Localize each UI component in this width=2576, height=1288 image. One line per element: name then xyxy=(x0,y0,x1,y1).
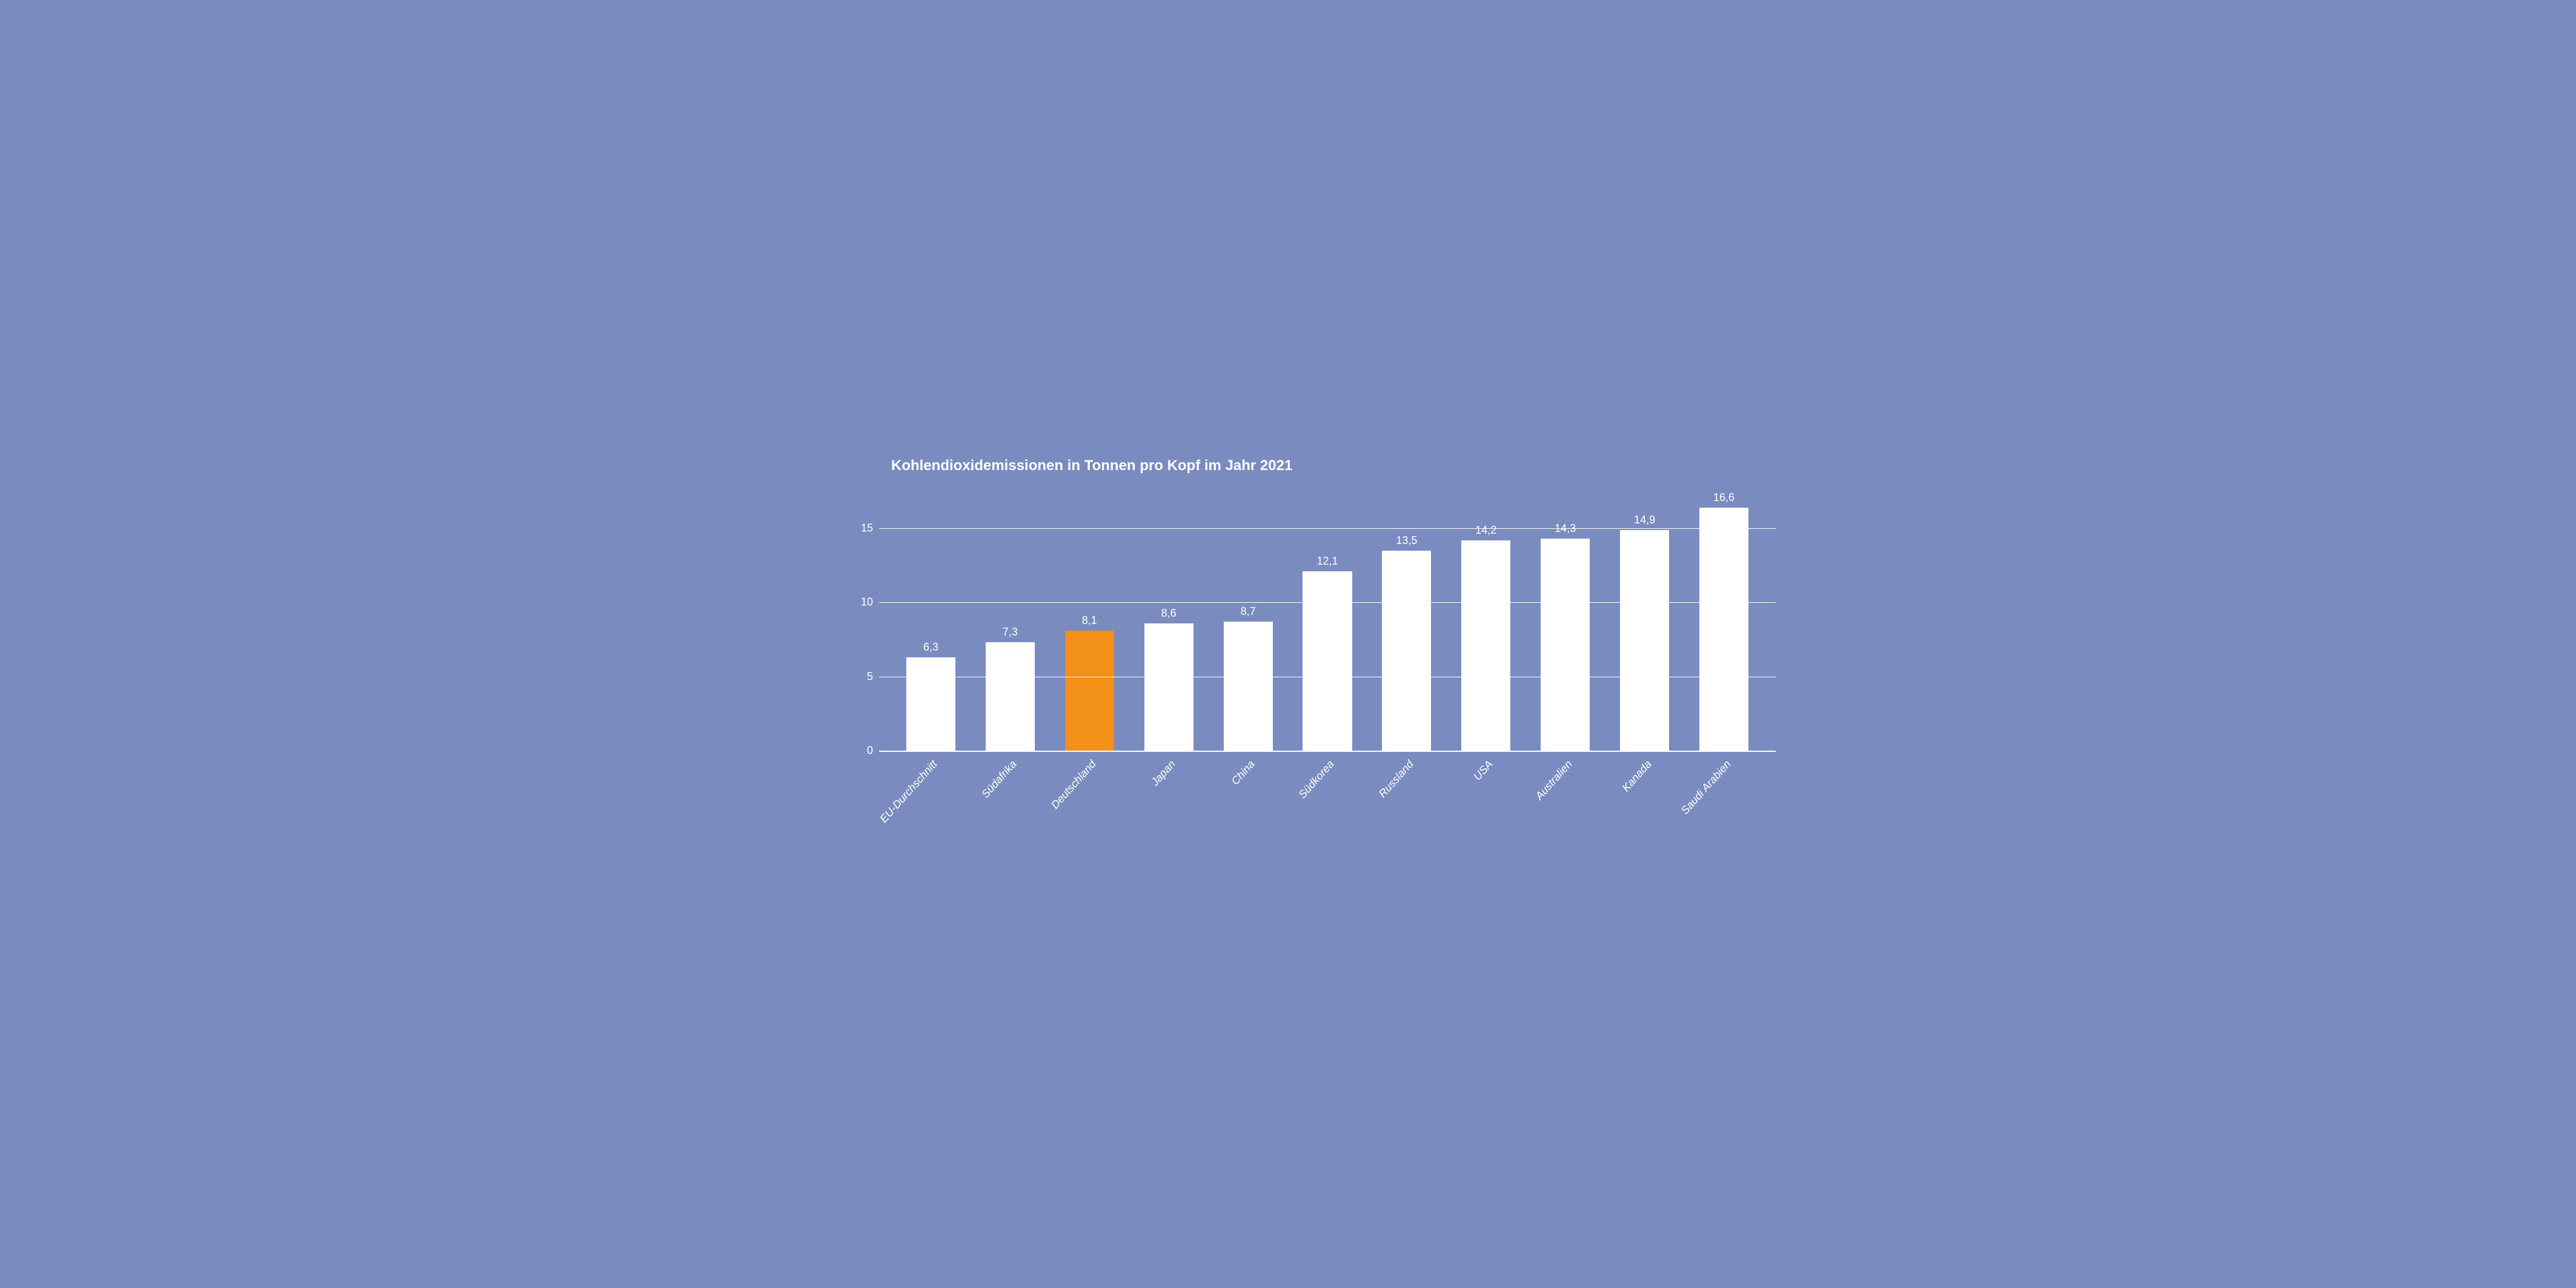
bar xyxy=(1382,551,1431,751)
bar xyxy=(1620,530,1669,751)
x-axis-label: Südafrika xyxy=(979,758,1019,801)
y-tick-label: 5 xyxy=(849,670,873,683)
bar-value-label: 8,1 xyxy=(1082,614,1097,627)
x-axis-label: Australien xyxy=(1533,758,1575,803)
gridline xyxy=(879,528,1776,529)
bar xyxy=(1699,508,1748,751)
x-label-slot: Kanada xyxy=(1605,758,1684,831)
x-label-slot: Russland xyxy=(1367,758,1446,831)
bar-slot: 12,1 xyxy=(1288,491,1367,751)
x-label-slot: China xyxy=(1209,758,1288,831)
bar-value-label: 6,3 xyxy=(923,641,938,654)
bar-value-label: 7,3 xyxy=(1003,626,1018,639)
bar-value-label: 12,1 xyxy=(1316,555,1338,568)
x-axis-label: Saudi Arabien xyxy=(1678,758,1733,817)
x-labels-container: EU-DurchschnittSüdafrikaDeutschlandJapan… xyxy=(879,758,1776,831)
x-axis-label: Russland xyxy=(1376,758,1416,800)
bar-slot: 16,6 xyxy=(1684,491,1764,751)
bar-slot: 14,9 xyxy=(1605,491,1684,751)
bar-slot: 8,6 xyxy=(1129,491,1209,751)
bar-slot: 8,7 xyxy=(1209,491,1288,751)
grid-area: 6,37,38,18,68,712,113,514,214,314,916,6 … xyxy=(879,491,1776,752)
y-tick-label: 0 xyxy=(849,745,873,757)
bar xyxy=(986,642,1035,751)
gridline xyxy=(879,602,1776,603)
plot-area: 6,37,38,18,68,712,113,514,214,314,916,6 … xyxy=(879,491,1776,831)
y-tick-label: 15 xyxy=(849,522,873,535)
bar-value-label: 13,5 xyxy=(1396,534,1417,547)
y-tick-label: 10 xyxy=(849,596,873,609)
x-axis-label: China xyxy=(1229,758,1258,788)
x-axis-label: Japan xyxy=(1149,758,1178,789)
x-label-slot: EU-Durchschnitt xyxy=(891,758,971,831)
x-label-slot: Japan xyxy=(1129,758,1209,831)
x-label-slot: Südkorea xyxy=(1288,758,1367,831)
bar xyxy=(1065,631,1114,751)
x-axis-label: USA xyxy=(1471,758,1495,783)
bar xyxy=(1461,540,1510,751)
bar-slot: 7,3 xyxy=(971,491,1050,751)
x-label-slot: Australien xyxy=(1525,758,1605,831)
bar-value-label: 16,6 xyxy=(1713,491,1734,504)
co2-per-capita-chart: Kohlendioxidemissionen in Tonnen pro Kop… xyxy=(752,433,1824,855)
bar-slot: 8,1 xyxy=(1050,491,1129,751)
bar xyxy=(1303,571,1352,751)
bar xyxy=(1144,623,1193,751)
chart-title: Kohlendioxidemissionen in Tonnen pro Kop… xyxy=(891,457,1788,474)
bar-value-label: 8,6 xyxy=(1161,607,1177,620)
bar-slot: 6,3 xyxy=(891,491,971,751)
bar xyxy=(1224,622,1273,751)
x-axis-label: EU-Durchschnitt xyxy=(878,758,940,825)
x-axis-label: Südkorea xyxy=(1296,758,1336,801)
x-label-slot: Deutschland xyxy=(1050,758,1129,831)
x-label-slot: Saudi Arabien xyxy=(1684,758,1764,831)
x-axis-label: Kanada xyxy=(1619,758,1654,794)
bar-value-label: 14,2 xyxy=(1475,524,1496,537)
bar xyxy=(906,657,955,751)
bar-value-label: 8,7 xyxy=(1241,605,1256,618)
bar xyxy=(1541,539,1590,751)
x-label-slot: USA xyxy=(1446,758,1525,831)
bars-container: 6,3 7,3 8,1 8,6 8,7 12,1 13,5 14,2 14,3 14,9 16,6 xyxy=(879,491,1776,751)
bar-value-label: 14,9 xyxy=(1634,514,1655,526)
bar-slot: 13,5 xyxy=(1367,491,1446,751)
bar-slot: 14,2 xyxy=(1446,491,1525,751)
x-axis-label: Deutschland xyxy=(1049,758,1099,811)
bar-slot: 14,3 xyxy=(1525,491,1605,751)
x-label-slot: Südafrika xyxy=(971,758,1050,831)
